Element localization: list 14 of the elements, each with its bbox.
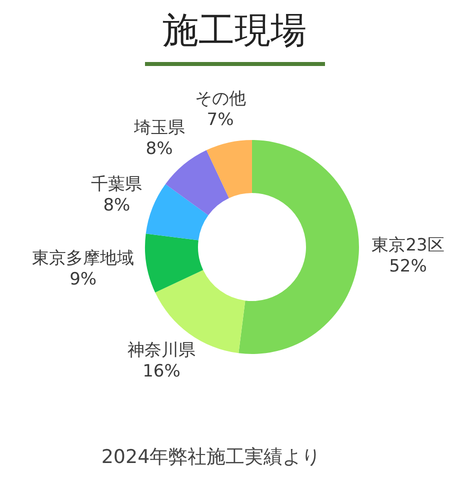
data-label: 7% xyxy=(206,110,234,130)
data-label: 16% xyxy=(142,362,180,382)
slice-label: 東京23区 xyxy=(372,235,444,256)
slice-label: その他 xyxy=(194,88,246,109)
chart-title: 施工現場 xyxy=(162,10,306,52)
slice-label: 千葉県 xyxy=(91,174,142,195)
data-label: 8% xyxy=(103,196,130,216)
slice-label: 埼玉県 xyxy=(132,118,185,138)
data-label: 8% xyxy=(146,138,173,159)
data-label: 52% xyxy=(389,256,427,276)
slice-label: 東京多摩地域 xyxy=(32,248,134,269)
text: 2024年弊社施工実績より xyxy=(101,446,321,468)
data-label: 9% xyxy=(70,270,97,290)
slice-label: 神奈川県 xyxy=(127,340,196,361)
